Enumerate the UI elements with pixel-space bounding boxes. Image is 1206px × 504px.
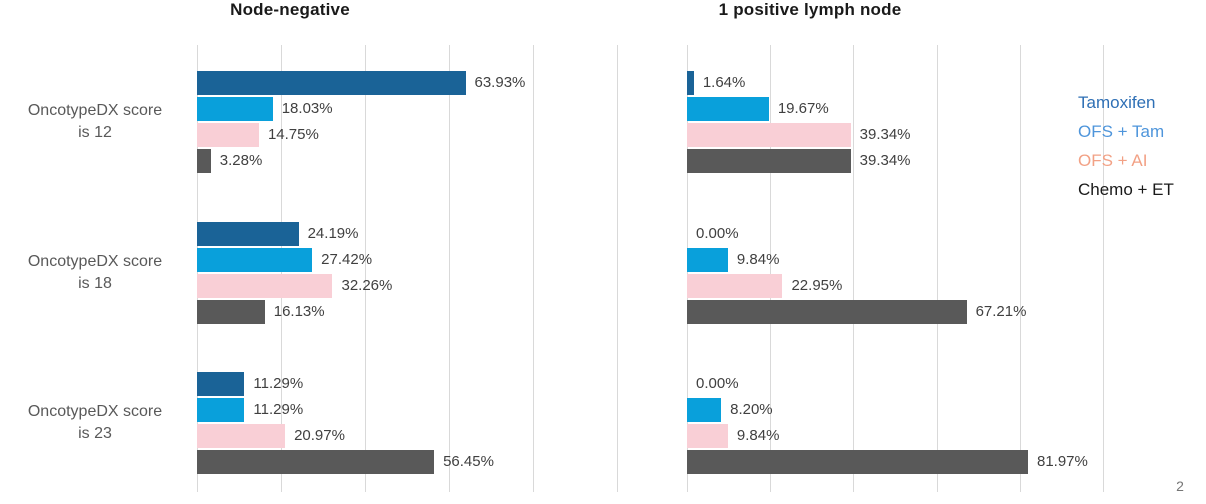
- value-label-tamoxifen: 1.64%: [702, 74, 746, 91]
- gridline: [617, 45, 618, 492]
- bar-ofs-tam: [687, 398, 722, 422]
- value-label-chemo-et: 16.13%: [273, 302, 325, 320]
- gridline: [853, 45, 855, 492]
- gridline: [1103, 45, 1104, 492]
- value-label-ofs-ai: 39.34%: [859, 126, 911, 143]
- value-label-ofs-tam: 11.29%: [253, 401, 304, 418]
- value-label-ofs-tam: 19.67%: [777, 100, 829, 117]
- category-label-line: is 23: [78, 425, 112, 442]
- category-label: OncotypeDX score is 12: [0, 100, 190, 144]
- value-label-tamoxifen: 0.00%: [696, 375, 739, 392]
- category-label-line: is 12: [78, 124, 112, 141]
- value-label-chemo-et: 56.45%: [443, 453, 494, 470]
- gridline: [449, 45, 450, 492]
- value-label-tamoxifen: 24.19%: [307, 224, 359, 242]
- bar-ofs-ai: [687, 424, 728, 448]
- value-label-ofs-ai: 32.26%: [341, 276, 393, 294]
- bar-chemo-et: [687, 299, 967, 324]
- category-label: OncotypeDX score is 23: [0, 401, 190, 445]
- value-label-ofs-tam: 18.03%: [281, 100, 333, 117]
- value-label-chemo-et: 39.34%: [859, 152, 911, 169]
- gridline: [365, 45, 366, 492]
- gridline: [1019, 45, 1021, 492]
- gridline: [936, 45, 938, 492]
- chart-title-node-negative: Node-negative: [230, 0, 350, 19]
- value-label-tamoxifen: 63.93%: [474, 74, 526, 91]
- bar-ofs-tam: [687, 97, 769, 121]
- value-label-chemo-et: 67.21%: [975, 302, 1027, 320]
- value-label-tamoxifen: 0.00%: [696, 224, 739, 242]
- bar-tamoxifen: [197, 372, 245, 396]
- value-label-chemo-et: 3.28%: [219, 152, 263, 169]
- legend-item-ofs-ai: OFS + AI: [1078, 151, 1148, 170]
- bar-ofs-tam: [687, 247, 728, 272]
- value-label-chemo-et: 81.97%: [1036, 453, 1088, 470]
- value-label-ofs-ai: 14.75%: [267, 126, 319, 143]
- gridline: [533, 45, 534, 492]
- category-label: OncotypeDX score is 18: [0, 251, 190, 295]
- gridline: [770, 45, 772, 492]
- bar-ofs-ai: [197, 123, 259, 147]
- category-label-line: OncotypeDX score: [27, 403, 163, 420]
- legend-item-tamoxifen: Tamoxifen: [1078, 93, 1156, 112]
- bar-chemo-et: [687, 450, 1028, 474]
- bar-ofs-tam: [197, 97, 273, 121]
- bar-ofs-tam: [197, 247, 313, 272]
- bar-tamoxifen: [197, 71, 466, 95]
- value-label-ofs-ai: 9.84%: [736, 427, 780, 444]
- value-label-ofs-tam: 27.42%: [321, 250, 373, 268]
- value-label-ofs-tam: 9.84%: [736, 250, 780, 268]
- legend: Tamoxifen OFS + Tam OFS + AI Chemo + ET: [1078, 88, 1174, 204]
- bar-chemo-et: [197, 149, 211, 173]
- value-label-ofs-ai: 20.97%: [294, 427, 345, 444]
- bar-tamoxifen: [197, 221, 299, 246]
- page-number: 2: [1176, 478, 1184, 494]
- value-label-tamoxifen: 11.29%: [253, 375, 304, 392]
- legend-item-ofs-tam: OFS + Tam: [1078, 122, 1165, 141]
- value-label-ofs-ai: 22.95%: [791, 276, 843, 294]
- bar-ofs-ai: [197, 273, 333, 298]
- category-label-line: OncotypeDX score: [27, 102, 163, 119]
- bar-chemo-et: [197, 450, 435, 474]
- chart-title-1-positive-lymph-node: 1 positive lymph node: [718, 0, 902, 19]
- bar-chemo-et: [687, 149, 851, 173]
- bar-ofs-tam: [197, 398, 245, 422]
- bar-chemo-et: [197, 299, 265, 324]
- value-label-ofs-tam: 8.20%: [730, 401, 773, 418]
- bar-ofs-ai: [197, 424, 286, 448]
- category-label-line: OncotypeDX score: [27, 252, 163, 270]
- bar-ofs-ai: [687, 273, 783, 298]
- bar-ofs-ai: [687, 123, 851, 147]
- legend-item-chemo-et: Chemo + ET: [1078, 180, 1174, 199]
- category-label-line: is 18: [78, 274, 112, 292]
- bar-tamoxifen: [687, 71, 694, 95]
